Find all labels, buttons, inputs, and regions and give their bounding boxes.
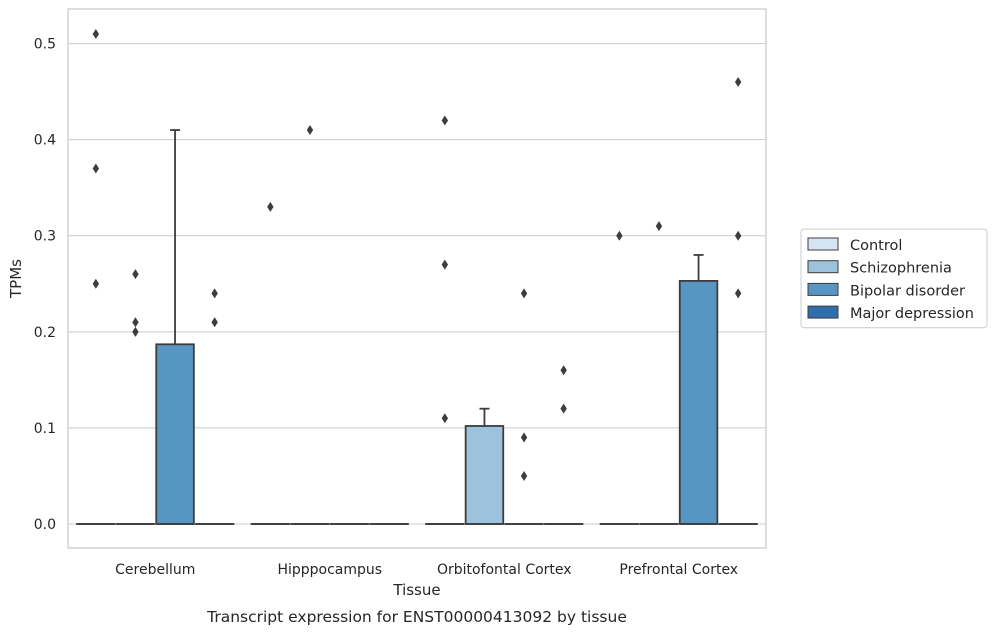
outlier-point [655, 221, 663, 232]
outlier-point [734, 230, 742, 241]
outlier-point [520, 432, 528, 443]
x-tick-label: Hipppocampus [277, 562, 382, 578]
box-group [290, 125, 330, 525]
outlier-point [520, 288, 528, 299]
outlier-point [520, 470, 528, 481]
box-group [76, 28, 116, 525]
legend: Control Schizophrenia Bipolar disorder Majo… [800, 228, 988, 329]
box [464, 425, 505, 525]
x-tick-label: Cerebellum [115, 562, 195, 578]
box-group [194, 288, 235, 525]
outlier-point [306, 125, 314, 136]
x-tick-label: Orbitofontal Cortex [437, 562, 572, 578]
outlier-point [132, 317, 139, 328]
box-group [639, 221, 679, 525]
outlier-point [267, 201, 274, 212]
outlier-point [211, 317, 218, 328]
legend-swatch [807, 237, 839, 251]
y-tick-label: 0.3 [34, 229, 56, 245]
y-axis-label: TPMs [7, 259, 25, 299]
box-group [425, 115, 465, 525]
outlier-point [211, 288, 218, 299]
box-group [464, 407, 505, 525]
legend-swatch [807, 305, 839, 319]
outlier-point [92, 163, 100, 174]
legend-label: Major depression [850, 306, 974, 322]
box [155, 343, 195, 525]
box [678, 280, 719, 525]
box-group [504, 288, 544, 525]
legend-label: Control [850, 238, 902, 254]
outlier-point [441, 115, 449, 126]
legend-swatch [807, 282, 839, 296]
outlier-point [441, 259, 449, 270]
y-tick-label: 0.1 [34, 421, 56, 437]
outlier-point [560, 365, 567, 376]
outlier-point [441, 413, 449, 424]
y-tick-label: 0.5 [34, 37, 56, 53]
legend-label: Schizophrenia [850, 261, 952, 277]
y-tick-label: 0.0 [34, 517, 56, 533]
outlier-point [616, 230, 623, 241]
outlier-point [560, 403, 567, 414]
box-group [718, 77, 758, 525]
box-group [678, 254, 719, 525]
outlier-point [132, 269, 139, 280]
outlier-point [132, 326, 139, 337]
legend-items: Control Schizophrenia Bipolar disorder Majo… [807, 237, 974, 322]
x-axis-label: Tissue [392, 581, 440, 599]
chart-caption: Transcript expression for ENST0000041309… [206, 608, 627, 626]
plot-area-frame [67, 8, 767, 549]
legend-frame [800, 228, 988, 329]
box-group [599, 230, 640, 525]
legend-swatch [807, 260, 839, 274]
box-group [115, 269, 156, 525]
legend-label: Bipolar disorder [850, 283, 965, 299]
x-axis-ticks: Cerebellum Hipppocampus Orbitofontal Corte… [115, 562, 738, 578]
y-tick-label: 0.4 [34, 133, 56, 149]
box-plot-marks [76, 28, 758, 525]
box-group [250, 201, 291, 525]
y-axis-ticks: 0.0 0.1 0.2 0.3 0.4 0.5 [34, 37, 56, 533]
outlier-point [734, 77, 742, 88]
outlier-point [92, 28, 100, 39]
outlier-point [92, 278, 100, 289]
outlier-point [734, 288, 742, 299]
y-tick-label: 0.2 [34, 325, 56, 341]
box-group [543, 365, 584, 525]
x-tick-label: Prefrontal Cortex [619, 562, 738, 578]
box-group [155, 129, 195, 525]
